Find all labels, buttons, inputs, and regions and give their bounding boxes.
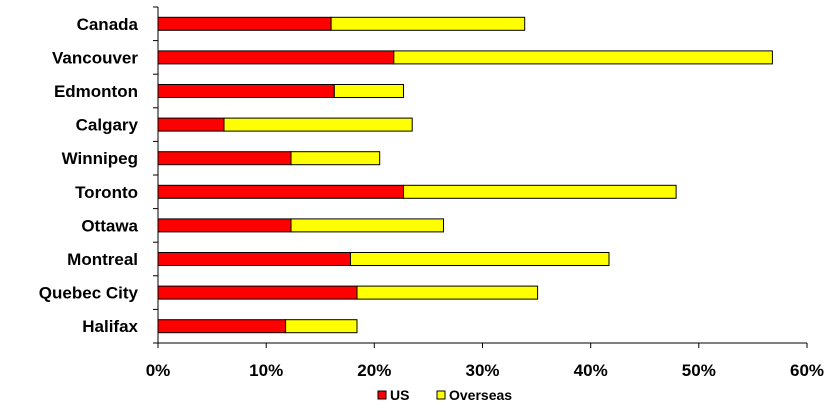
category-label: Toronto [75, 183, 138, 202]
legend-swatch-overseas [436, 390, 446, 400]
bar-us-quebec-city [157, 285, 358, 300]
bar-overseas-vancouver [393, 50, 773, 65]
category-label: Edmonton [54, 82, 138, 101]
category-labels: Canada Vancouver Edmonton Calgary Winnipeg To… [39, 15, 139, 336]
bar-us-vancouver [157, 50, 395, 65]
x-tick-label: 30% [465, 361, 499, 380]
x-tick-label: 20% [357, 361, 391, 380]
x-tick-label: 0% [146, 361, 171, 380]
y-axis-ticks [153, 6, 158, 344]
bar-overseas-ottawa [290, 218, 444, 233]
bar-overseas-winnipeg [290, 151, 381, 166]
x-tick-label: 60% [790, 361, 824, 380]
category-label: Calgary [76, 116, 139, 135]
bar-overseas-edmonton [333, 84, 404, 98]
bar-us-toronto [157, 184, 404, 199]
legend: US Overseas [377, 387, 512, 403]
x-tick-label: 40% [574, 361, 608, 380]
bar-overseas-calgary [223, 117, 413, 132]
bar-us-halifax [157, 319, 287, 334]
bar-overseas-quebec-city [356, 285, 539, 300]
category-label: Vancouver [52, 48, 138, 67]
bar-us-calgary [157, 117, 225, 132]
legend-label-us: US [390, 387, 409, 403]
bar-overseas-halifax [285, 319, 358, 334]
bar-us-ottawa [157, 218, 292, 233]
category-label: Quebec City [39, 284, 139, 303]
category-label: Winnipeg [62, 149, 138, 168]
x-tick-label: 10% [249, 361, 283, 380]
bar-overseas-montreal [350, 252, 610, 266]
bar-overseas-canada [330, 16, 526, 31]
legend-swatch-us [377, 390, 387, 400]
legend-label-overseas: Overseas [449, 387, 512, 403]
category-label: Ottawa [81, 216, 138, 235]
x-axis-ticks: 0% 10% 20% 30% 40% 50% 60% [146, 343, 824, 380]
category-label: Canada [77, 15, 139, 34]
category-label: Montreal [67, 250, 138, 269]
category-label: Halifax [82, 317, 138, 336]
bar-us-canada [157, 16, 332, 31]
x-tick-label: 50% [682, 361, 716, 380]
bar-us-edmonton [157, 84, 335, 98]
bars-group [157, 16, 773, 334]
bar-overseas-toronto [403, 184, 677, 199]
bar-us-winnipeg [157, 151, 292, 166]
bar-us-montreal [157, 252, 351, 266]
